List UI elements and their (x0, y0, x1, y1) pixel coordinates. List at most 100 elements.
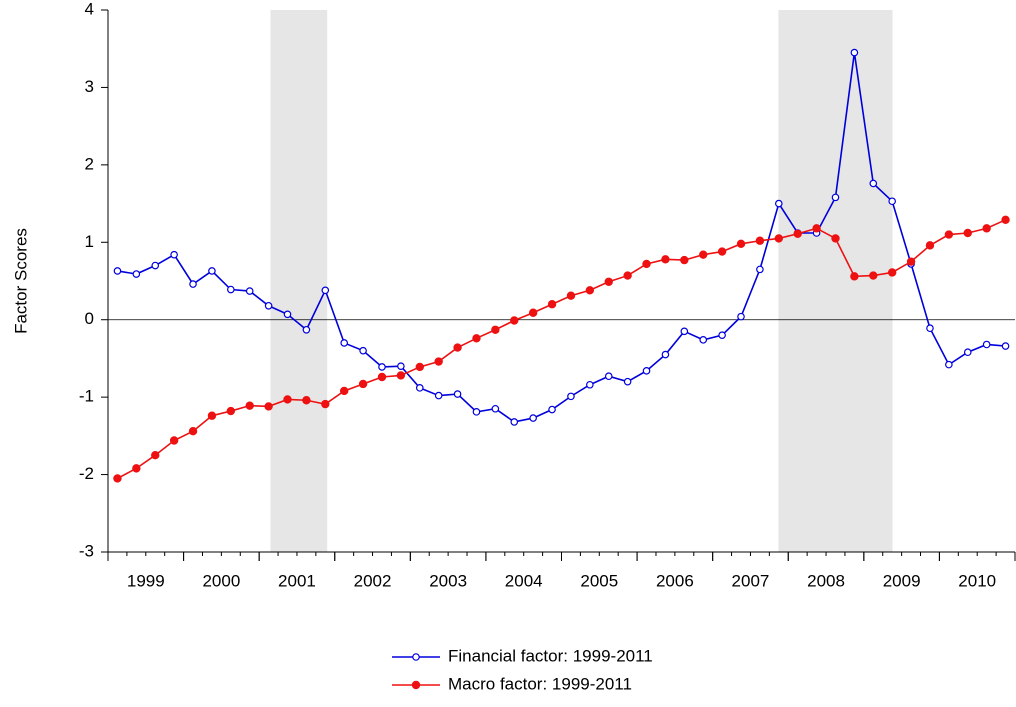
data-point (415, 384, 424, 392)
data-point (377, 372, 387, 382)
series-line (117, 52, 1006, 423)
data-point (623, 271, 632, 280)
data-point (831, 193, 840, 202)
data-point (963, 228, 972, 238)
data-point (812, 224, 821, 233)
y-tick-label: -3 (79, 541, 94, 560)
y-tick-label: 2 (85, 154, 94, 173)
data-point (604, 372, 613, 381)
data-point (547, 300, 557, 309)
y-tick-label: -2 (79, 464, 94, 483)
data-point (642, 367, 651, 375)
data-point (756, 265, 764, 274)
data-point (472, 408, 481, 416)
data-point (775, 199, 783, 208)
data-point (850, 272, 859, 281)
data-point (132, 464, 141, 473)
x-tick-label: 2000 (202, 571, 240, 590)
data-point (264, 301, 273, 310)
data-point (283, 395, 292, 404)
data-point (510, 316, 519, 325)
data-point (717, 247, 727, 256)
data-point (737, 312, 745, 321)
x-tick-label: 2010 (958, 571, 996, 590)
data-point (869, 271, 878, 280)
data-point (774, 234, 784, 243)
legend-marker (412, 653, 420, 661)
data-point (226, 406, 236, 416)
data-point (699, 250, 708, 259)
data-point (718, 331, 726, 340)
data-point (245, 401, 254, 410)
data-point (378, 363, 386, 371)
data-point (567, 392, 575, 401)
data-point (359, 346, 367, 355)
data-point (358, 379, 368, 389)
data-point (680, 327, 689, 336)
data-point (170, 250, 178, 259)
data-point (207, 411, 217, 420)
data-point (208, 267, 216, 275)
data-point (245, 287, 254, 295)
x-tick-label: 2003 (429, 571, 467, 590)
data-point (151, 261, 160, 270)
data-point (132, 270, 141, 278)
data-point (283, 310, 292, 319)
data-point (264, 402, 273, 411)
data-point (491, 404, 500, 413)
x-tick-label: 2004 (505, 571, 543, 590)
x-tick-label: 2005 (580, 571, 618, 590)
data-point (661, 350, 670, 359)
data-point (604, 277, 613, 286)
y-tick-label: 4 (85, 0, 94, 18)
y-tick-label: 1 (85, 232, 94, 251)
data-point (529, 414, 537, 422)
shaded-period (778, 10, 893, 552)
data-point (887, 268, 897, 277)
data-point (869, 179, 878, 188)
data-point (528, 308, 538, 317)
data-point (491, 325, 500, 334)
data-point (1001, 215, 1010, 225)
data-point (434, 357, 443, 366)
legend-marker (411, 680, 421, 690)
data-point (227, 285, 235, 294)
legend-label: Macro factor: 1999-2011 (448, 674, 632, 693)
data-point (888, 197, 896, 206)
data-point (586, 380, 594, 389)
data-point (302, 325, 311, 334)
data-point (1001, 342, 1010, 350)
data-point (906, 257, 916, 266)
data-point (339, 386, 349, 396)
data-point (944, 230, 954, 239)
data-point (926, 324, 934, 333)
data-point (396, 371, 406, 380)
x-tick-label: 1999 (127, 571, 165, 590)
data-point (169, 436, 179, 445)
data-point (585, 286, 595, 295)
data-point (415, 362, 424, 372)
data-point (113, 267, 122, 275)
data-point (189, 280, 197, 288)
y-tick-label: 0 (85, 309, 94, 328)
x-tick-label: 2007 (732, 571, 770, 590)
data-point (699, 336, 708, 344)
legend-label: Financial factor: 1999-2011 (448, 646, 653, 665)
data-point (188, 427, 198, 436)
y-tick-label: -1 (79, 387, 94, 406)
y-axis-label: Factor Scores (11, 228, 30, 334)
data-point (925, 241, 935, 250)
data-point (472, 334, 481, 343)
data-point (434, 391, 443, 400)
data-point (623, 377, 632, 386)
data-point (680, 255, 689, 265)
x-tick-label: 2006 (656, 571, 694, 590)
data-point (566, 291, 576, 300)
y-tick-label: 3 (85, 77, 94, 96)
data-point (453, 343, 462, 352)
data-point (453, 390, 462, 398)
x-tick-label: 2008 (807, 571, 845, 590)
data-point (982, 224, 991, 233)
data-point (755, 236, 765, 245)
data-point (661, 255, 670, 264)
